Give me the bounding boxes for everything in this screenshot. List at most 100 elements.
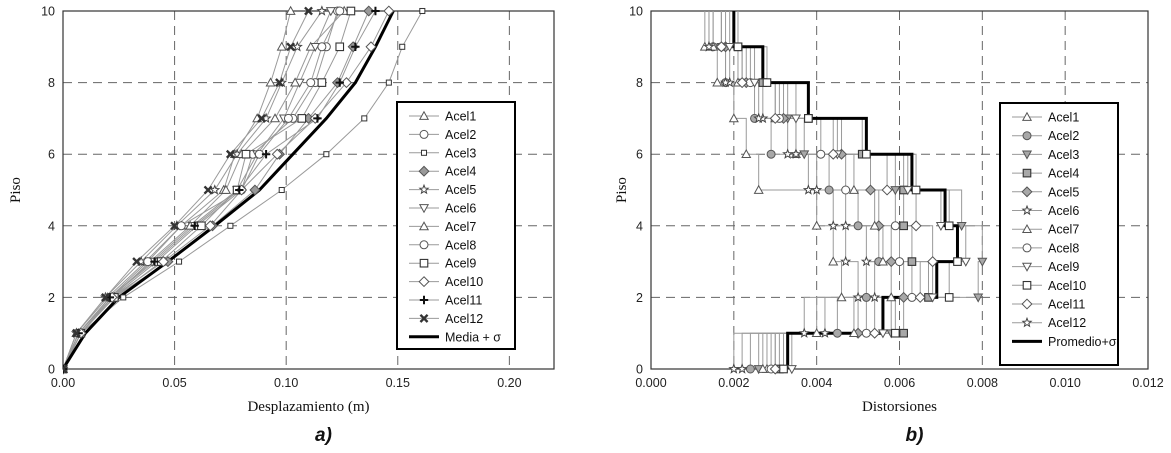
chart-0-point-Acel12 [286,42,296,52]
chart-1-point-Acel12 [840,219,852,231]
chart-1-point-Acel12 [753,112,765,124]
chart-0-point-Acel3 [385,79,392,86]
chart-1-point-Acel2 [745,364,755,374]
chart-1-plot-area [699,11,988,375]
chart-1-point-Acel2 [766,149,776,159]
chart-1-y-tick-label: 2 [636,291,643,305]
chart-1-x-tick-label: 0.006 [884,376,915,390]
chart-1-legend-label: Acel7 [1048,223,1079,237]
chart-0-point-Acel11 [63,364,68,374]
chart-1-point-Acel10 [762,78,772,87]
chart-0-point-Acel9 [297,114,307,123]
chart-0-plot-area [63,5,426,375]
chart-1-point-Acel10 [911,185,921,195]
chart-0-x-tick-label: 0.00 [51,376,75,390]
chart-0-point-Acel3 [323,151,330,158]
chart-1-point-Acel8 [895,257,904,267]
chart-1-point-Acel1 [753,184,764,194]
chart-0-point-Acel12 [63,364,68,374]
chart-0-point-Acel12 [225,149,235,159]
chart-1-legend-marker-Acel12 [1021,316,1033,328]
chart-0-legend-marker-Acel9 [419,258,429,268]
chart-1-point-Acel10 [944,293,954,302]
chart-1-legend-marker-Acel2 [1022,131,1032,141]
chart-1-legend-label: Acel3 [1048,148,1079,162]
chart-0-point-Acel11 [150,257,159,266]
chart-0-legend-marker-Acel6 [418,204,430,214]
chart-1-point-Acel11 [769,112,781,124]
chart-0-legend-label: Acel6 [445,202,476,216]
chart-1-point-Acel6 [782,148,794,159]
chart-1-point-Acel12 [720,76,732,88]
chart-0-point-Acel11 [261,150,271,159]
chart-0-point-Acel12 [257,113,267,123]
chart-1-point-Acel9 [749,78,760,88]
chart-1-legend-label: Acel8 [1048,241,1079,255]
chart-0-point-Acel12 [71,328,81,338]
chart-0-y-tick-label: 6 [48,148,55,162]
chart-1-point-Acel10 [733,42,743,52]
chart-1-legend-marker-Acel9 [1021,262,1033,272]
chart-1-point-Acel8 [841,185,851,195]
chart-0-point-Acel10 [204,220,216,232]
chart-0-point-Acel12 [304,6,313,16]
chart-0-point-Acel5 [209,184,221,195]
chart-b-drift: 0.000 0.002 0.004 0.006 0.008 0.010 0.012 0 2 4 6 8… [614,5,1164,447]
chart-0-point-Acel12 [203,185,213,195]
chart-1-legend-label: Acel12 [1048,316,1086,330]
chart-0-x-tick-label: 0.05 [162,376,186,390]
chart-1-point-Acel4 [899,221,908,231]
chart-1-point-Acel9 [877,329,888,339]
chart-1-point-Acel9 [935,221,946,232]
chart-0-point-Acel8 [317,42,327,52]
chart-0-point-Acel7 [269,113,281,123]
chart-1-point-Acel4 [907,257,917,266]
chart-1-point-Acel11 [736,77,748,89]
chart-0-legend-label: Acel8 [445,238,476,252]
chart-0-point-Acel10 [340,77,352,89]
chart-1-x-axis-label: Distorsiones [862,399,937,415]
chart-1-x-tick-label: 0.002 [718,376,749,390]
chart-0-point-Acel11 [371,6,380,16]
chart-1-y-tick-label: 0 [636,363,643,377]
chart-1-x-tick-label: 0.008 [967,376,998,390]
chart-0-point-Acel9 [335,42,345,52]
chart-1-point-Acel1 [811,220,822,230]
chart-1-legend-label: Acel11 [1048,298,1085,312]
chart-1-x-tick-label: 0.004 [801,376,832,390]
chart-0-point-Acel11 [313,114,322,123]
chart-1-point-Acel10 [891,328,900,338]
chart-1-point-Acel12 [728,363,740,374]
chart-1-point-Acel1 [728,113,739,123]
chart-1-point-Acel1 [712,77,723,87]
chart-1-legend-label: Acel9 [1048,260,1079,274]
chart-0-legend-label: Acel4 [445,165,476,179]
chart-0-x-tick-label: 0.20 [497,376,521,390]
chart-1-x-tick-label: 0.000 [635,376,666,390]
chart-1-point-Acel12 [703,40,715,52]
chart-0-point-Acel1 [265,77,276,87]
chart-1-legend-marker-Acel5 [1021,186,1033,198]
chart-1-point-Acel3 [977,257,988,267]
chart-1-point-Acel1 [741,148,752,159]
chart-0-point-Acel6 [325,7,336,17]
chart-1-point-Acel9 [790,114,802,124]
chart-0-legend-marker-Acel5 [418,183,430,195]
chart-0-point-Acel10 [157,256,169,268]
chart-1-x-tick-label: 0.012 [1132,376,1163,390]
chart-1-point-Acel8 [890,221,900,231]
chart-0-y-axis-label: Piso [8,177,24,203]
chart-1-point-Acel7 [886,292,897,302]
chart-1-point-Acel12 [798,327,810,338]
chart-1-plot-frame [650,10,1149,370]
chart-1-point-Acel9 [724,42,735,53]
chart-0-point-Acel8 [176,221,186,231]
chart-1-point-Acel10 [862,149,871,159]
chart-1-point-Acel7 [869,220,880,230]
chart-0-point-Acel9 [241,149,251,159]
chart-0-legend-marker-Acel11 [419,295,429,305]
chart-0-point-Acel11 [235,185,244,195]
chart-1-point-Acel2 [824,185,834,195]
chart-1-legend-box [999,102,1119,366]
